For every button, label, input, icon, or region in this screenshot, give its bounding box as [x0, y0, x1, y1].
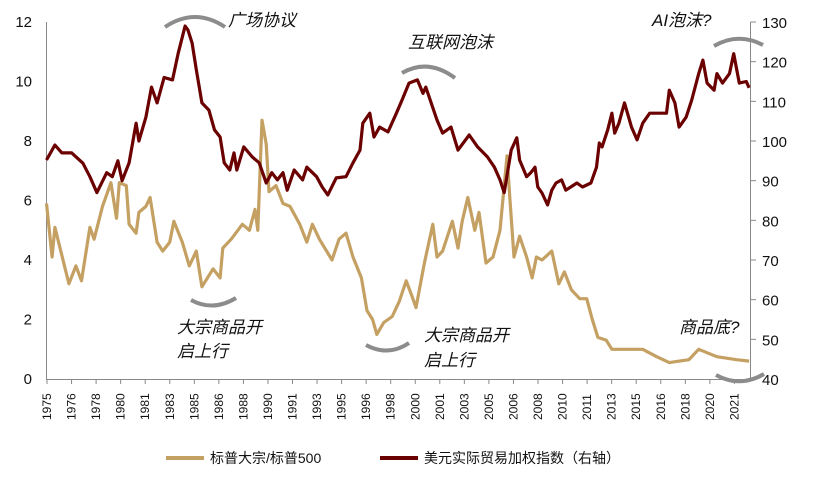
y2-tick-label: 70 — [762, 253, 779, 270]
x-tick-label: 1988 — [236, 393, 250, 420]
x-tick-label: 1998 — [384, 393, 398, 420]
annotation-commodity1-line2: 启上行 — [177, 342, 231, 361]
x-tick-labels: 1975 1976 1978 1980 1981 1983 1985 1986 1988 1990… — [40, 379, 741, 420]
axes — [46, 22, 751, 380]
y2-tick-label: 130 — [762, 15, 787, 32]
x-tick-label: 1981 — [138, 393, 152, 420]
x-tick-label: 1996 — [359, 393, 373, 420]
x-tick-label: 1983 — [163, 393, 177, 420]
x-tick-label: 1976 — [65, 393, 79, 420]
x-tick-label: 2010 — [556, 393, 570, 420]
x-tick-label: 2006 — [506, 393, 520, 420]
y2-tick-label: 60 — [762, 293, 779, 310]
arc-dotcom-top — [401, 64, 457, 80]
legend: 标普大宗/标普500 美元实际贸易加权指数（右轴） — [166, 450, 620, 466]
annotation-dotcom: 互联网泡沫 — [408, 33, 495, 52]
y2-tick-label: 120 — [762, 55, 787, 72]
right-tick-labels: 40 50 60 70 80 90 100 110 120 130 — [750, 15, 787, 389]
x-tick-label: 2015 — [629, 393, 643, 420]
x-tick-label: 1986 — [212, 393, 226, 420]
x-tick-label: 1975 — [40, 393, 54, 420]
annotation-ai: AI泡沫? — [651, 11, 712, 30]
y-tick-label: 4 — [24, 252, 32, 269]
annotation-commodity2-line2: 启上行 — [424, 351, 478, 370]
highlight-arcs — [163, 15, 766, 384]
arc-bottom-bottom — [715, 372, 766, 384]
x-tick-label: 2001 — [433, 393, 447, 420]
x-tick-label: 1985 — [187, 393, 201, 420]
x-tick-label: 2016 — [654, 393, 668, 420]
legend-label-usd: 美元实际贸易加权指数（右轴） — [424, 450, 620, 466]
annotation-bottom: 商品底? — [679, 318, 740, 337]
annotation-commodity2-line1: 大宗商品开 — [424, 326, 511, 345]
x-tick-label: 1990 — [261, 393, 275, 420]
x-tick-label: 2003 — [457, 393, 471, 420]
x-tick-label: 2013 — [605, 393, 619, 420]
y2-tick-label: 50 — [762, 332, 779, 349]
annotations: 广场协议 互联网泡沫 AI泡沫? 大宗商品开 启上行 大宗商品开 启上行 商品底… — [177, 11, 740, 370]
left-tick-labels: 0 2 4 6 8 10 12 — [15, 14, 32, 388]
x-tick-label: 2008 — [531, 393, 545, 420]
y2-tick-label: 100 — [762, 134, 787, 151]
annotation-plaza: 广场协议 — [228, 11, 298, 30]
series-line-usd-index — [45, 24, 751, 207]
y2-tick-label: 90 — [762, 174, 779, 191]
x-tick-label: 2011 — [580, 394, 594, 420]
legend-label-ratio: 标普大宗/标普500 — [210, 450, 321, 466]
x-tick-label: 1978 — [89, 393, 103, 420]
x-tick-label: 1995 — [335, 393, 349, 420]
x-tick-label: 2005 — [482, 393, 496, 420]
x-tick-label: 1993 — [310, 393, 324, 420]
x-tick-label: 2000 — [408, 393, 422, 420]
arc-commodity1-bottom — [190, 296, 238, 308]
y-tick-label: 0 — [24, 371, 32, 388]
y-tick-label: 10 — [15, 74, 32, 91]
x-tick-label: 2021 — [727, 393, 741, 420]
arc-commodity2-bottom — [365, 341, 411, 353]
y-tick-label: 6 — [24, 193, 32, 210]
annotation-commodity1-line1: 大宗商品开 — [177, 318, 264, 337]
y-tick-label: 2 — [24, 312, 32, 329]
y2-tick-label: 110 — [762, 94, 786, 111]
x-tick-label: 1980 — [114, 393, 128, 420]
x-tick-label: 2020 — [703, 393, 717, 420]
arc-ai-top — [712, 36, 764, 48]
y2-tick-label: 40 — [762, 372, 779, 389]
y-tick-label: 12 — [15, 14, 32, 31]
series-lines — [44, 24, 751, 365]
y2-tick-label: 80 — [762, 213, 779, 230]
x-tick-label: 1991 — [286, 393, 300, 420]
y-tick-label: 8 — [24, 133, 32, 150]
series-line-commodity-ratio — [44, 118, 750, 365]
arc-plaza-top — [163, 15, 227, 29]
x-tick-label: 2018 — [678, 393, 692, 420]
